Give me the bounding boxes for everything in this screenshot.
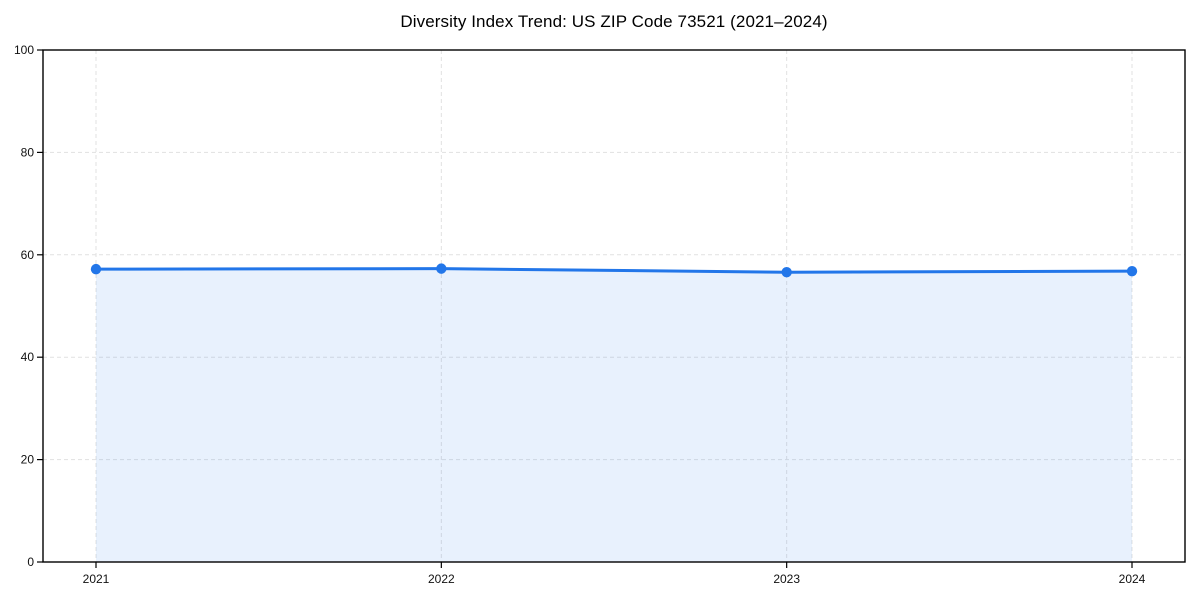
y-tick-label: 60	[21, 248, 35, 262]
data-point	[1126, 265, 1138, 277]
y-tick-label: 100	[14, 43, 34, 57]
plot-border	[42, 49, 1186, 563]
area-fill	[96, 268, 1132, 562]
data-point	[90, 263, 102, 275]
y-tick-label: 40	[21, 350, 35, 364]
y-tick-label: 20	[21, 453, 35, 467]
trend-line	[94, 267, 1134, 274]
data-point	[781, 267, 792, 278]
x-tick-label: 2022	[428, 572, 455, 586]
x-tick-label: 2021	[83, 572, 110, 586]
y-tick-label: 80	[21, 145, 35, 159]
data-point	[436, 263, 447, 274]
x-tick-label: 2023	[773, 572, 800, 586]
y-tick-label: 0	[27, 555, 34, 569]
x-tick-label: 2024	[1119, 572, 1146, 586]
chart-title: Diversity Index Trend: US ZIP Code 73521…	[400, 12, 828, 31]
